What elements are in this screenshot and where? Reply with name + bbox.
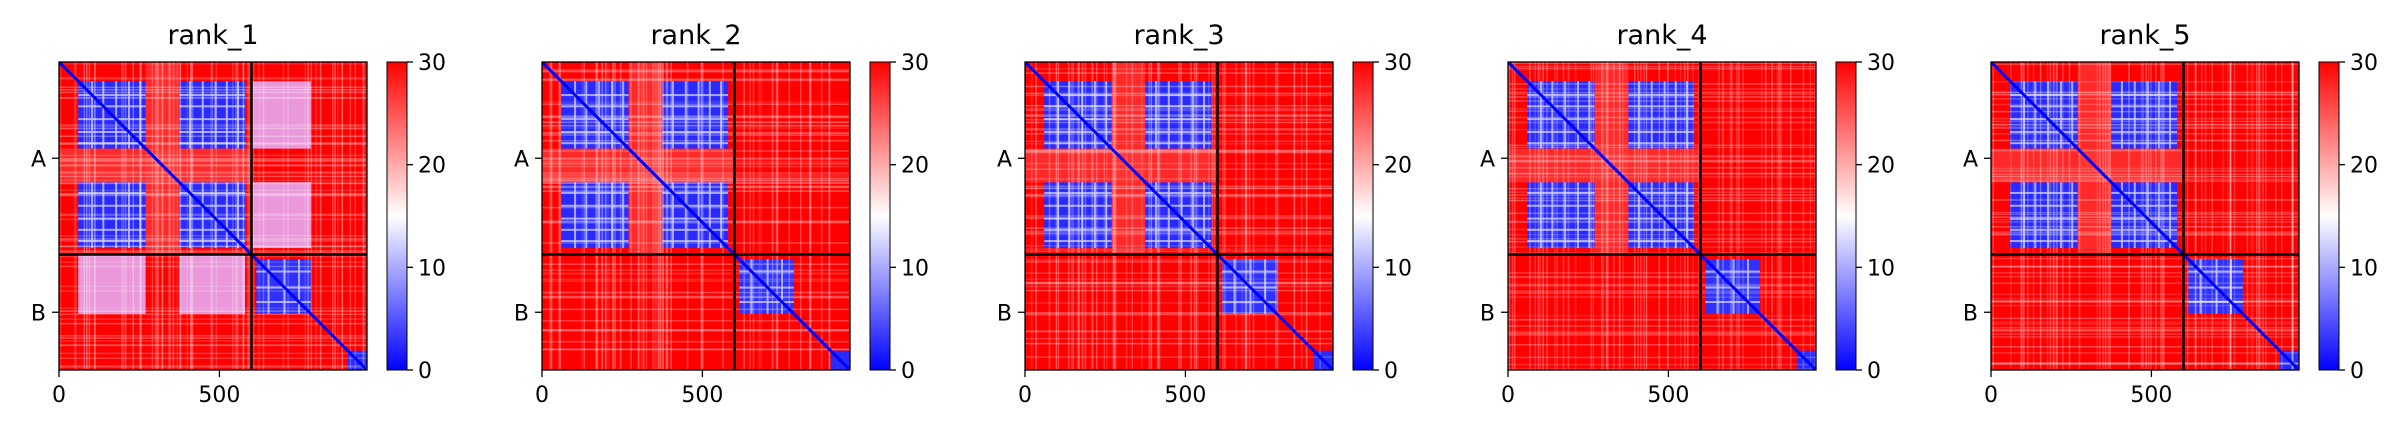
x-tick-label: 0	[535, 383, 549, 408]
colorbar-tick-label: 10	[901, 256, 929, 281]
x-tick-label: 500	[1647, 383, 1689, 408]
panel-title: rank_1	[167, 20, 258, 51]
panel-title: rank_2	[650, 20, 741, 51]
y-tick-label: B	[514, 301, 529, 326]
y-tick-label: A	[31, 147, 46, 172]
y-tick-label: A	[1963, 147, 1978, 172]
colorbar-tick-label: 20	[2350, 154, 2378, 179]
colorbar	[2318, 61, 2340, 371]
colorbar-tick-label: 20	[418, 154, 446, 179]
heatmap-rank_4	[1508, 62, 1816, 370]
colorbar	[386, 61, 408, 371]
panel-rank_1: rank_1 0 500 A B 0 10 20 30	[31, 20, 446, 408]
panel-title: rank_3	[1133, 20, 1224, 51]
colorbar-tick-label: 30	[1867, 51, 1895, 76]
y-tick-label: A	[514, 147, 529, 172]
colorbar-tick-label: 20	[901, 154, 929, 179]
heatmap-rank_3	[1025, 62, 1333, 370]
colorbar-tick-label: 20	[1867, 154, 1895, 179]
y-tick-label: A	[997, 147, 1012, 172]
x-tick-label: 500	[198, 383, 240, 408]
panel-title: rank_5	[2099, 20, 2190, 51]
colorbar-tick-label: 10	[1384, 256, 1412, 281]
x-tick-label: 0	[1501, 383, 1515, 408]
y-tick-label: B	[997, 301, 1012, 326]
x-tick-label: 500	[1164, 383, 1206, 408]
axes-frame	[1024, 61, 1334, 371]
colorbar	[869, 61, 891, 371]
colorbar-tick-label: 0	[1384, 359, 1398, 384]
colorbar-tick-label: 10	[418, 256, 446, 281]
colorbar-tick-label: 0	[418, 359, 432, 384]
axes-frame	[1507, 61, 1817, 371]
diagonal	[1508, 62, 1816, 370]
panel-rank_2: rank_2 0 500 A B 0 10 20 30	[514, 20, 929, 408]
colorbar-tick-label: 0	[901, 359, 915, 384]
x-tick-label: 500	[2130, 383, 2172, 408]
x-tick-label: 0	[1984, 383, 1998, 408]
panel-rank_3: rank_3 0 500 A B 0 10 20 30	[997, 20, 1412, 408]
colorbar	[1352, 61, 1374, 371]
y-tick-label: B	[31, 301, 46, 326]
colorbar-tick-label: 30	[1384, 51, 1412, 76]
y-tick-label: B	[1480, 301, 1495, 326]
axes-frame	[541, 61, 851, 371]
panel-rank_5: rank_5 0 500 A B 0 10 20 30	[1963, 20, 2378, 408]
heatmap-rank_1	[59, 62, 367, 370]
x-tick-label: 0	[52, 383, 66, 408]
axes-frame	[58, 61, 368, 371]
panel-rank_4: rank_4 0 500 A B 0 10 20 30	[1480, 20, 1895, 408]
panel-title: rank_4	[1616, 20, 1707, 51]
colorbar-tick-label: 0	[2350, 359, 2364, 384]
colorbar-tick-label: 20	[1384, 154, 1412, 179]
y-tick-label: B	[1963, 301, 1978, 326]
colorbar-tick-label: 30	[901, 51, 929, 76]
colorbar-tick-label: 10	[2350, 256, 2378, 281]
colorbar-tick-label: 30	[2350, 51, 2378, 76]
diagonal	[1025, 62, 1333, 370]
heatmap-rank_2	[542, 62, 850, 370]
colorbar-tick-label: 10	[1867, 256, 1895, 281]
colorbar-tick-label: 0	[1867, 359, 1881, 384]
colorbar-tick-label: 30	[418, 51, 446, 76]
x-tick-label: 500	[681, 383, 723, 408]
heatmap-rank_5	[1991, 62, 2299, 370]
diagonal	[542, 62, 850, 370]
y-tick-label: A	[1480, 147, 1495, 172]
colorbar	[1835, 61, 1857, 371]
diagonal	[1991, 62, 2299, 370]
axes-frame	[1990, 61, 2300, 371]
x-tick-label: 0	[1018, 383, 1032, 408]
diagonal	[59, 62, 367, 370]
